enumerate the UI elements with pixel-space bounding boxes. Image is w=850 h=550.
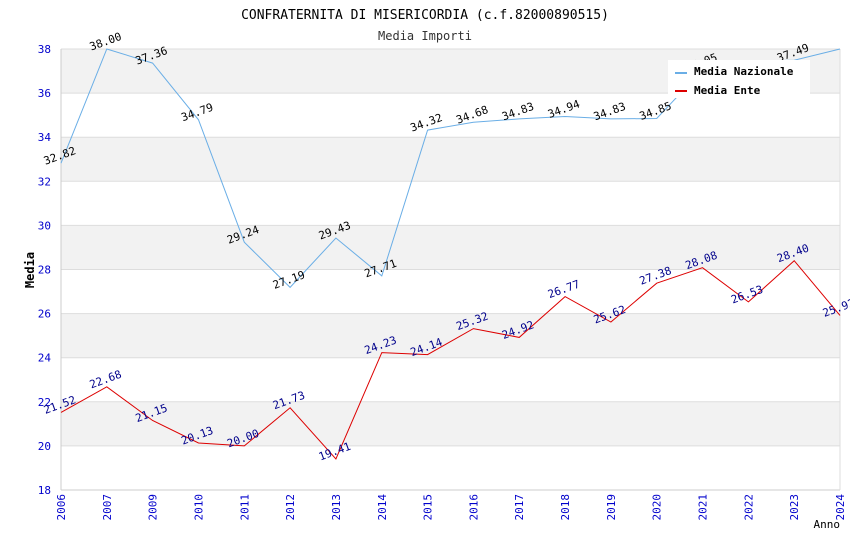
x-tick-label: 2013 — [330, 494, 343, 521]
x-tick-label: 2009 — [147, 494, 160, 521]
x-tick-label: 2016 — [467, 494, 480, 521]
x-tick-label: 2022 — [742, 494, 755, 521]
data-label: 34.83 — [592, 100, 628, 124]
x-tick-label: 2010 — [192, 494, 205, 521]
data-label: 34.85 — [638, 99, 674, 123]
x-axis-label: Anno — [814, 518, 841, 531]
x-tick-label: 2019 — [605, 494, 618, 521]
y-tick-label: 26 — [38, 308, 51, 321]
series-line-1 — [60, 259, 841, 460]
x-tick-label: 2015 — [422, 494, 435, 521]
x-tick-label: 2023 — [788, 494, 801, 521]
x-tick-label: 2020 — [651, 494, 664, 521]
data-label: 34.68 — [454, 103, 490, 127]
legend-label-media-ente: Media Ente — [694, 84, 761, 97]
y-tick-label: 24 — [38, 352, 52, 365]
x-tick-label: 2017 — [513, 494, 526, 521]
y-tick-label: 38 — [38, 43, 51, 56]
data-label: 27.19 — [271, 268, 307, 292]
y-axis-ticks: 18 20 22 24 26 28 30 32 34 36 38 — [38, 43, 52, 497]
y-axis-label: Media — [23, 252, 37, 288]
y-tick-label: 20 — [38, 440, 51, 453]
legend-box — [668, 60, 810, 98]
data-label: 34.79 — [179, 101, 215, 125]
grid-band — [61, 137, 840, 182]
y-tick-label: 36 — [38, 87, 51, 100]
y-tick-label: 32 — [38, 175, 51, 188]
axes — [60, 49, 841, 491]
legend: Media Nazionale Media Ente — [668, 60, 810, 98]
grid-band — [61, 225, 840, 270]
x-tick-label: 2007 — [101, 494, 114, 521]
x-tick-label: 2014 — [376, 494, 389, 521]
data-label: 26.53 — [729, 283, 765, 307]
x-tick-label: 2018 — [559, 494, 572, 521]
legend-label-media-nazionale: Media Nazionale — [694, 65, 794, 78]
x-axis-ticks: 2006 2007 2009 2010 2011 2012 2013 2014 2015 2016… — [55, 494, 847, 521]
x-tick-label: 2024 — [834, 494, 847, 521]
y-tick-label: 22 — [38, 396, 51, 409]
y-tick-label: 30 — [38, 219, 51, 232]
x-tick-label: 2021 — [697, 494, 710, 521]
y-tick-label: 34 — [38, 131, 52, 144]
data-label: 34.32 — [409, 111, 445, 135]
y-tick-label: 28 — [38, 264, 51, 277]
grid-band — [61, 401, 840, 446]
chart-title: CONFRATERNITA DI MISERICORDIA (c.f.82000… — [241, 8, 609, 23]
x-tick-label: 2011 — [238, 494, 251, 521]
chart-subtitle: Media Importi — [378, 29, 472, 43]
grid-band — [61, 313, 840, 358]
grid-bands — [61, 49, 840, 446]
data-label: 34.83 — [500, 100, 536, 124]
x-tick-label: 2012 — [284, 494, 297, 521]
x-tick-label: 2006 — [55, 494, 68, 521]
y-tick-label: 18 — [38, 484, 51, 497]
